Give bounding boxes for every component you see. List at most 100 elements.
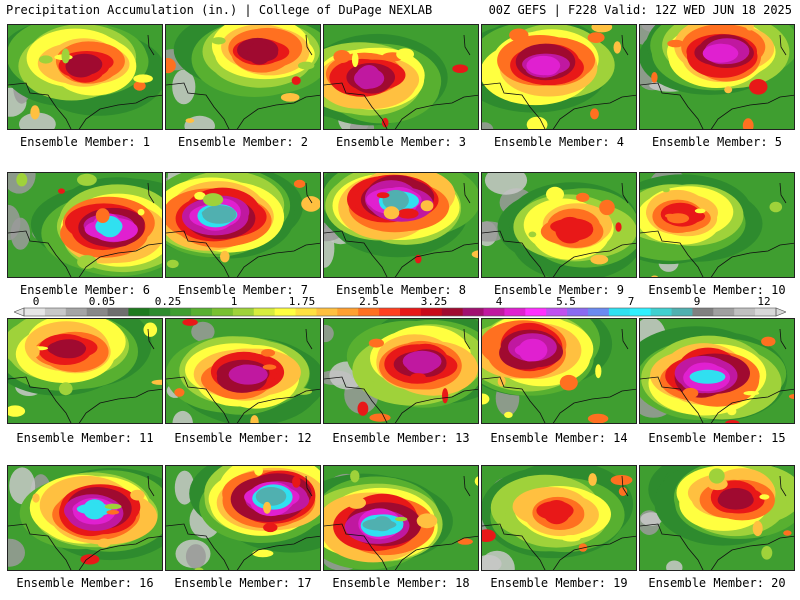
precipitation-field <box>640 466 794 570</box>
precipitation-field <box>166 319 320 423</box>
colorbar-swatch <box>128 308 150 316</box>
colorbar-tick-label: 0.05 <box>88 295 116 308</box>
ensemble-member-map <box>481 465 637 571</box>
ensemble-member-label: Ensemble Member: 11 <box>16 431 154 445</box>
ensemble-member-label: Ensemble Member: 19 <box>490 576 628 590</box>
precipitation-field <box>324 319 478 423</box>
colorbar-swatch <box>650 308 672 316</box>
colorbar-tick-label: 9 <box>693 295 701 308</box>
colorbar-tick-label: 3.25 <box>420 295 448 308</box>
colorbar-swatch <box>253 308 276 316</box>
ensemble-member-map <box>165 172 321 278</box>
precipitation-field <box>166 25 320 129</box>
colorbar-swatch <box>212 308 234 316</box>
ensemble-member-map <box>323 172 479 278</box>
ensemble-member-label: Ensemble Member: 18 <box>332 576 470 590</box>
ensemble-member-label: Ensemble Member: 10 <box>648 283 786 297</box>
precipitation-field <box>482 466 636 570</box>
ensemble-member-label: Ensemble Member: 8 <box>335 283 467 297</box>
ensemble-member-map <box>165 465 321 571</box>
ensemble-member-map <box>639 24 795 130</box>
precipitation-field <box>640 173 794 277</box>
ensemble-member-map <box>7 24 163 130</box>
colorbar-left-arrow <box>13 307 25 317</box>
ensemble-member-map <box>7 318 163 424</box>
ensemble-member-label: Ensemble Member: 13 <box>332 431 470 445</box>
colorbar-tick-label: 5.5 <box>556 295 576 308</box>
colorbar: 0 0.05 0.25 1 1.75 2.5 3.25 4 5.5 7 9 12 <box>13 295 787 320</box>
colorbar-tick-label: 0 <box>32 295 40 308</box>
colorbar-swatch <box>546 308 568 316</box>
precipitation-field <box>482 25 636 129</box>
ensemble-member-map <box>7 172 163 278</box>
ensemble-member-label: Ensemble Member: 4 <box>493 135 625 149</box>
colorbar-swatch <box>588 308 610 316</box>
ensemble-member-map <box>481 318 637 424</box>
ensemble-member-label: Ensemble Member: 14 <box>490 431 628 445</box>
colorbar-swatch <box>525 308 547 316</box>
colorbar-swatch <box>191 308 213 316</box>
precipitation-field <box>8 25 162 129</box>
ensemble-member-map <box>639 318 795 424</box>
colorbar-swatch <box>379 308 401 316</box>
colorbar-tick-label: 4 <box>495 295 503 308</box>
ensemble-member-label: Ensemble Member: 9 <box>493 283 625 297</box>
colorbar-swatch <box>692 308 714 316</box>
colorbar-tick-label: 1.75 <box>288 295 316 308</box>
ensemble-member-label: Ensemble Member: 5 <box>651 135 783 149</box>
map-title: Precipitation Accumulation (in.) | Colle… <box>6 3 433 17</box>
colorbar-swatch <box>149 308 171 316</box>
colorbar-swatch <box>358 308 380 316</box>
precipitation-field <box>8 173 162 277</box>
colorbar-swatch <box>44 308 67 316</box>
ensemble-member-map <box>165 24 321 130</box>
colorbar-swatch <box>420 308 443 316</box>
colorbar-swatch <box>65 308 88 316</box>
precipitation-field <box>640 25 794 129</box>
ensemble-member-label: Ensemble Member: 20 <box>648 576 786 590</box>
ensemble-member-label: Ensemble Member: 17 <box>174 576 312 590</box>
colorbar-swatch <box>755 308 777 316</box>
ensemble-member-label: Ensemble Member: 12 <box>174 431 312 445</box>
precipitation-field <box>324 25 478 129</box>
colorbar-swatch <box>629 308 652 316</box>
colorbar-swatch <box>441 308 464 316</box>
precipitation-field <box>166 173 320 277</box>
ensemble-member-label: Ensemble Member: 15 <box>648 431 786 445</box>
colorbar-tick-label: 12 <box>757 295 771 308</box>
ensemble-member-label: Ensemble Member: 1 <box>19 135 151 149</box>
ensemble-member-map <box>7 465 163 571</box>
model-run-info: 00Z GEFS | F228 Valid: 12Z WED JUN 18 20… <box>488 3 792 17</box>
precipitation-field <box>482 173 636 277</box>
colorbar-scale <box>13 307 787 317</box>
colorbar-swatch <box>170 308 192 316</box>
precipitation-field <box>324 466 478 570</box>
colorbar-swatch <box>462 308 484 316</box>
colorbar-swatch <box>567 308 589 316</box>
colorbar-swatch <box>608 308 631 316</box>
colorbar-tick-label: 7 <box>627 295 635 308</box>
colorbar-swatch <box>483 308 505 316</box>
colorbar-swatch <box>24 308 46 316</box>
precipitation-field <box>8 466 162 570</box>
ensemble-member-map <box>323 24 479 130</box>
colorbar-swatch <box>504 308 526 316</box>
ensemble-member-map <box>639 172 795 278</box>
precipitation-field <box>482 319 636 423</box>
precipitation-field <box>640 319 794 423</box>
colorbar-swatch <box>86 308 108 316</box>
ensemble-member-map <box>165 318 321 424</box>
colorbar-swatch <box>274 308 296 316</box>
colorbar-swatch <box>400 308 422 316</box>
ensemble-member-map <box>481 24 637 130</box>
colorbar-swatch <box>295 308 317 316</box>
ensemble-member-map <box>323 465 479 571</box>
colorbar-tick-label: 1 <box>230 295 238 308</box>
colorbar-tick-label: 0.25 <box>154 295 182 308</box>
colorbar-swatch <box>107 308 129 316</box>
colorbar-swatch <box>232 308 255 316</box>
colorbar-tick-label: 2.5 <box>359 295 379 308</box>
colorbar-swatch <box>734 308 756 316</box>
colorbar-swatch <box>713 308 735 316</box>
ensemble-member-map <box>639 465 795 571</box>
